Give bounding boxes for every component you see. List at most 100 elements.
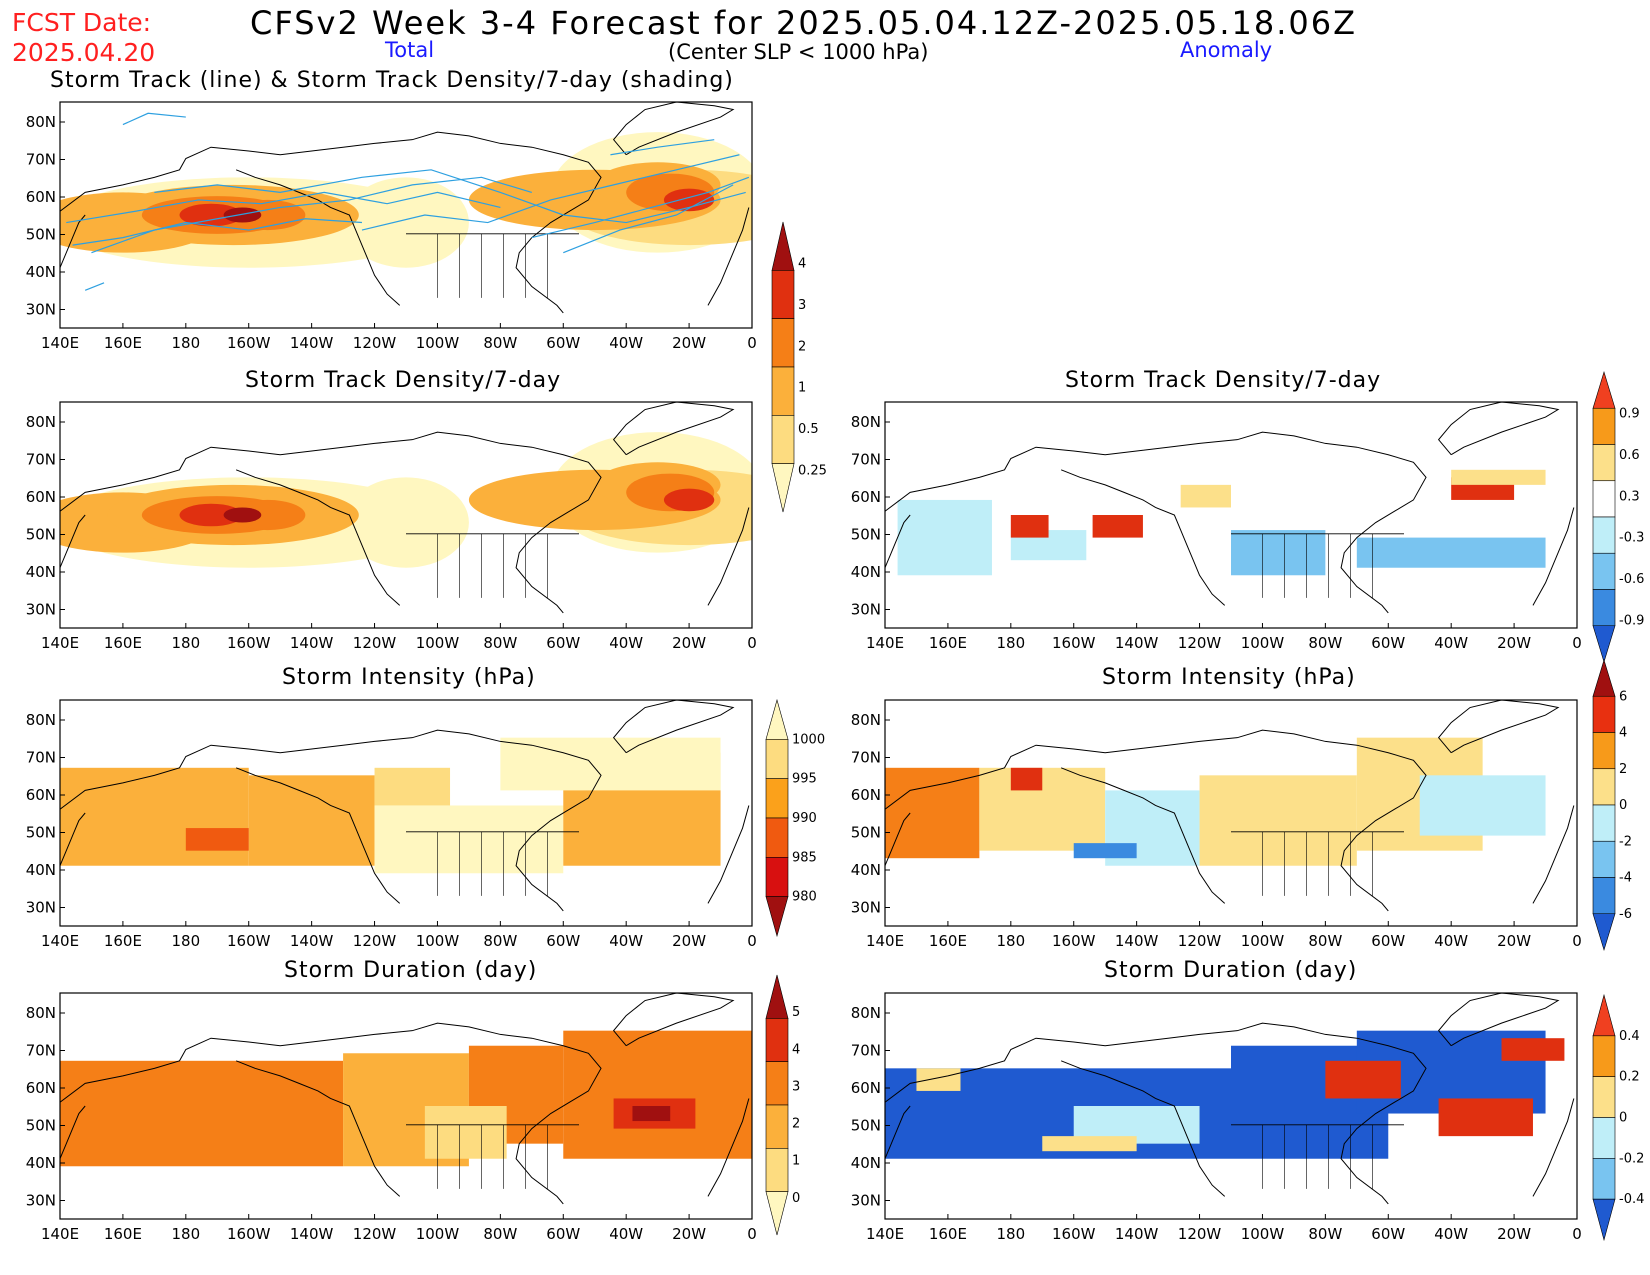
shading-area	[1231, 530, 1326, 576]
coastline	[235, 469, 401, 606]
lon-tick-label: 180	[996, 634, 1025, 652]
coastline	[60, 1105, 86, 1159]
lat-tick-label: 40N	[26, 563, 56, 581]
lon-tick-label: 100W	[1241, 932, 1285, 950]
lon-tick-label: 80W	[483, 932, 517, 950]
lon-tick-label: 60W	[1371, 1225, 1405, 1243]
colorbar-label: 4	[1619, 726, 1627, 741]
colorbar-segment	[1592, 993, 1616, 1037]
shading-area	[1199, 775, 1357, 866]
coastline	[885, 431, 1427, 614]
lon-tick-label: 140E	[866, 932, 904, 950]
colorbar-segment	[1592, 768, 1616, 806]
storm-track-line	[84, 282, 105, 291]
colorbar-segment	[1592, 804, 1616, 842]
colorbar-label: 5	[792, 1005, 800, 1020]
map-panel-duration-total: 140E 160E 180 160W 140W 120W 100W 80W 60W 40W 20W 0…	[26, 992, 757, 1243]
shading-area	[1092, 515, 1143, 538]
lon-tick-label: 160W	[227, 1225, 271, 1243]
colorbar-segment	[765, 778, 789, 819]
lon-tick-label: 180	[171, 334, 200, 352]
lat-tick-label: 30N	[26, 1192, 56, 1210]
lon-tick-label: 60W	[546, 932, 580, 950]
shading-area	[1501, 1038, 1565, 1061]
shading-area	[374, 805, 564, 874]
colorbar-label: 0	[1619, 1111, 1627, 1126]
colorbar-segment	[765, 817, 789, 858]
lon-tick-label: 20W	[1497, 1225, 1531, 1243]
shading-area	[343, 477, 469, 568]
map-frame	[59, 992, 753, 1220]
colorbar-label: 0.6	[1619, 448, 1640, 463]
shading-area	[60, 1060, 344, 1167]
coastline	[60, 812, 86, 866]
lat-tick-label: 40N	[851, 1154, 881, 1172]
coastline	[612, 993, 735, 1047]
shading-area	[223, 207, 262, 223]
coastline	[707, 1098, 750, 1197]
colorbar-segment	[1592, 1035, 1616, 1077]
storm-track-line	[610, 139, 715, 156]
storm-track-line	[154, 169, 746, 224]
shading-area	[1010, 767, 1043, 791]
shading-area	[1325, 1060, 1401, 1099]
lon-tick-label: 20W	[672, 1225, 706, 1243]
lon-tick-label: 160W	[227, 334, 271, 352]
colorbar-label: 990	[792, 811, 817, 826]
lon-tick-label: 160E	[104, 334, 142, 352]
lat-tick-label: 60N	[26, 188, 56, 206]
lat-tick-label: 50N	[26, 226, 56, 244]
lon-tick-label: 0	[747, 932, 757, 950]
colorbar-label: -0.9	[1619, 614, 1644, 629]
lon-tick-label: 60W	[1371, 932, 1405, 950]
colorbar-duration-total: 5 4 3 2 1 0	[765, 974, 800, 1236]
intensity-anomaly-title: Storm Intensity (hPa)	[1102, 665, 1356, 690]
map-content	[885, 700, 1575, 912]
lon-tick-label: 180	[171, 932, 200, 950]
map-panel-duration-anom: 140E 160E 180 160W 140W 120W 100W 80W 60W 40W 20W 0…	[851, 992, 1582, 1243]
map-frame	[59, 699, 753, 927]
lon-tick-label: 60W	[546, 634, 580, 652]
colorbar-label: 6	[1619, 689, 1627, 704]
colorbar-label: 2	[1619, 762, 1627, 777]
colorbar-segment	[771, 366, 795, 416]
lon-tick-label: 100W	[416, 334, 460, 352]
colorbar-label: 2	[798, 339, 806, 354]
coastline	[1532, 805, 1575, 904]
lat-tick-label: 60N	[851, 786, 881, 804]
coastline	[1437, 993, 1560, 1047]
lon-tick-label: 40W	[609, 932, 643, 950]
lon-tick-label: 160W	[1052, 634, 1096, 652]
colorbar-segment	[765, 1061, 789, 1106]
colorbar-segment	[765, 1148, 789, 1192]
coastline	[885, 1022, 1427, 1205]
colorbar-label: 980	[792, 890, 817, 905]
coastline	[1532, 507, 1575, 606]
colorbar-label: 0	[1619, 798, 1627, 813]
map-frame	[884, 992, 1578, 1220]
coastline	[885, 812, 911, 866]
colorbar-label: -4	[1619, 871, 1632, 886]
map-content	[60, 102, 752, 314]
lat-tick-label: 50N	[26, 1117, 56, 1135]
lon-tick-label: 100W	[416, 932, 460, 950]
colorbar-segment	[765, 974, 789, 1019]
storm-track-line	[91, 176, 532, 254]
colorbar-label: -6	[1619, 907, 1632, 922]
lat-tick-label: 80N	[26, 113, 56, 131]
lon-tick-label: 0	[1572, 634, 1582, 652]
coastline	[612, 402, 735, 456]
shading-area	[1438, 1098, 1533, 1137]
lon-tick-label: 120W	[353, 932, 397, 950]
storm-track-line	[66, 191, 501, 224]
lat-tick-label: 40N	[26, 861, 56, 879]
coastline	[885, 729, 1427, 912]
lon-tick-label: 140E	[41, 334, 79, 352]
lat-tick-label: 70N	[851, 1042, 881, 1060]
lon-tick-label: 20W	[672, 334, 706, 352]
colorbar-density-total: 4 3 2 1 0.5 0.25	[771, 221, 827, 513]
colorbar-intensity-anom: 6 4 2 0 -2 -4 -6	[1592, 658, 1632, 952]
storm-track-line	[563, 184, 734, 254]
colorbar-segment	[1592, 1117, 1616, 1159]
lat-tick-label: 30N	[26, 301, 56, 319]
